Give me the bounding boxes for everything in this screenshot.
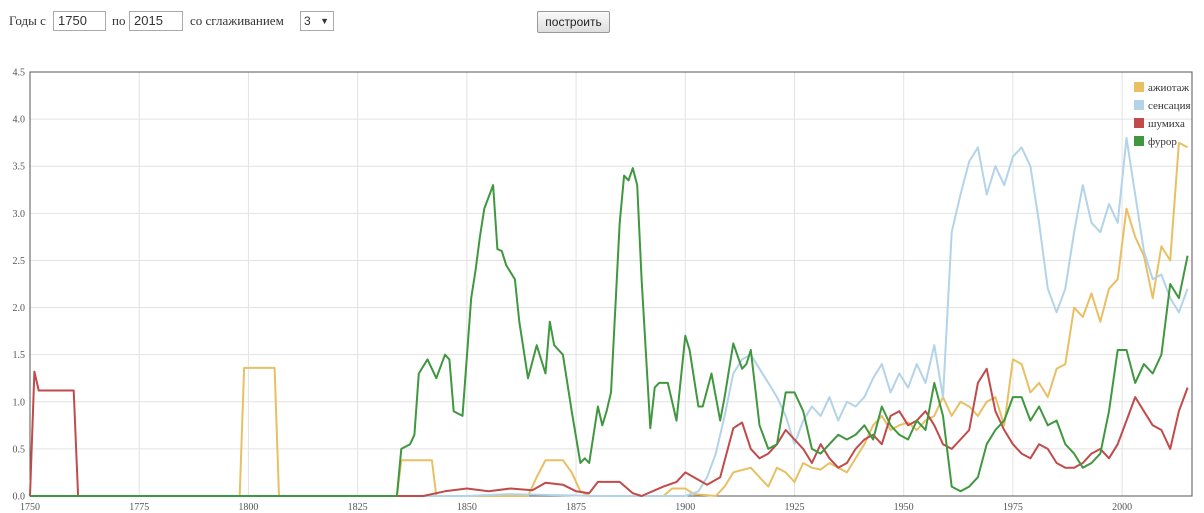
y-tick-label: 0.5 (13, 444, 26, 455)
y-tick-label: 4.0 (13, 115, 26, 126)
x-tick-label: 1925 (784, 502, 804, 513)
x-tick-label: 1950 (894, 502, 914, 513)
x-tick-label: 1900 (675, 502, 695, 513)
build-button[interactable]: построить (537, 11, 610, 33)
legend-label: шумиха (1148, 118, 1185, 130)
y-tick-label: 1.0 (13, 397, 26, 408)
plot-frame (29, 71, 1193, 497)
legend-swatch (1134, 118, 1144, 128)
legend-swatch (1134, 100, 1144, 110)
x-tick-label: 1875 (566, 502, 586, 513)
series-line-1 (30, 141, 1189, 497)
chart-grid (29, 71, 1192, 497)
y-tick-label: 1.5 (13, 350, 26, 361)
x-tick-label: 1825 (348, 502, 368, 513)
chart-series (29, 137, 1189, 497)
y-tick-label: 3.0 (13, 209, 26, 220)
y-tick-label: 2.0 (13, 303, 26, 314)
chart-axes: 0.0 0.5 1.0 1.5 2.0 2.5 3.0 3.5 4.0 4.5 1750 1775 18… (13, 68, 1193, 513)
years-to-label: по (112, 13, 126, 28)
year-to-input[interactable]: 2015 (129, 11, 183, 31)
legend-swatch (1134, 136, 1144, 146)
legend-label: сенсация (1148, 100, 1191, 112)
x-tick-label: 1975 (1003, 502, 1023, 513)
series-line-3 (29, 367, 1189, 497)
smoothing-value: 3 (304, 14, 311, 28)
series-line-4 (30, 167, 1189, 497)
x-tick-label: 2000 (1112, 502, 1132, 513)
smoothing-label: со сглаживанием (190, 13, 284, 28)
x-tick-label: 1850 (457, 502, 477, 513)
y-tick-label: 4.5 (13, 68, 26, 79)
legend-swatch (1134, 82, 1144, 92)
legend-label: ажиотаж (1148, 82, 1190, 94)
smoothing-select[interactable]: 3 ▼ (300, 11, 334, 31)
x-tick-label: 1775 (129, 502, 149, 513)
dropdown-arrow-icon: ▼ (320, 16, 329, 26)
y-tick-label: 3.5 (13, 162, 26, 173)
series-line-2 (30, 137, 1189, 497)
y-tick-label: 2.5 (13, 256, 26, 267)
legend-label: фурор (1148, 136, 1177, 148)
years-from-label: Годы с (9, 13, 46, 28)
chart-legend: ажиотаж сенсация шумиха фурор (1134, 82, 1191, 148)
x-tick-label: 1800 (238, 502, 258, 513)
year-from-input[interactable]: 1750 (53, 11, 106, 31)
y-tick-label: 0.0 (13, 492, 26, 503)
frequency-chart: 0.0 0.5 1.0 1.5 2.0 2.5 3.0 3.5 4.0 4.5 1750 1775 18… (13, 68, 1193, 513)
query-controls: Годы с 1750 по 2015 со сглаживанием 3 ▼ … (0, 0, 1204, 44)
x-tick-label: 1750 (20, 502, 40, 513)
